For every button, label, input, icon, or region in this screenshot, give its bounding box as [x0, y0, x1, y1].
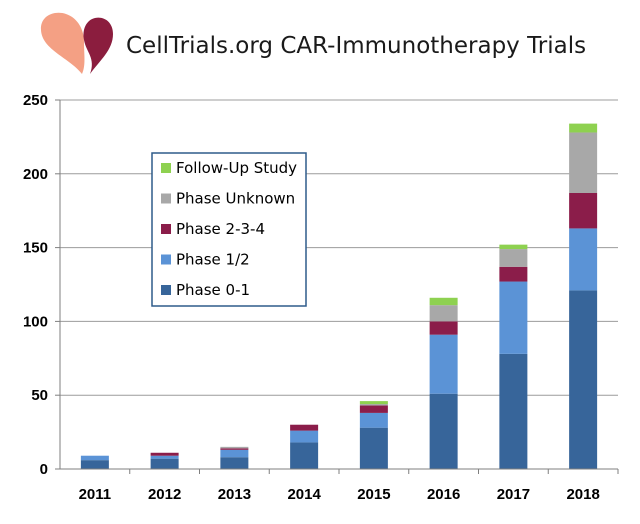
grid [60, 99, 618, 396]
legend-label: Phase 0-1 [176, 281, 250, 299]
bar-2012-phase-1-2 [150, 455, 179, 459]
logo-right-petal [83, 17, 113, 74]
bar-2016-phase-1-2 [429, 334, 458, 394]
x-tick-label: 2017 [497, 486, 530, 503]
x-tick-label: 2011 [79, 486, 112, 503]
x-tick-label: 2016 [427, 486, 460, 503]
legend: Follow-Up Study Phase Unknown Phase 2-3-4 P… [151, 152, 307, 307]
bar-2012-phase-0-1 [150, 458, 179, 469]
bar-2018-phase-1-2 [569, 228, 598, 291]
bar-2013-phase-0-1 [220, 457, 249, 469]
x-tick-label: 2015 [357, 486, 390, 503]
legend-box [151, 152, 307, 307]
bar-2017-phase-2-3-4 [499, 266, 528, 282]
bar-2011-phase-0-1 [80, 460, 109, 469]
bar-2013-phase-2-3-4 [220, 448, 249, 450]
x-tick-label: 2012 [148, 486, 181, 503]
logo-left-petal [40, 12, 85, 74]
x-tick-label: 2018 [566, 486, 599, 503]
bar-2018-phase-unknown [569, 132, 598, 193]
bar-2016-phase-0-1 [429, 393, 458, 469]
bar-2012-phase-2-3-4 [150, 452, 179, 456]
bar-2018-phase-2-3-4 [569, 192, 598, 229]
bar-2017-phase-unknown [499, 249, 528, 267]
legend-label: Follow-Up Study [176, 159, 297, 177]
bar-2013-phase-unknown [220, 446, 249, 449]
bar-2016-phase-unknown [429, 305, 458, 322]
legend-swatch [161, 193, 171, 204]
y-tick-labels: 0 50 100 150 200 250 [23, 92, 60, 478]
bar-2011-phase-1-2 [80, 455, 109, 461]
bar-2015-phase-unknown [359, 404, 388, 406]
bar-2016-phase-2-3-4 [429, 321, 458, 335]
bar-2017-phase-0-1 [499, 353, 528, 469]
y-tick-label: 50 [31, 387, 48, 404]
legend-label: Phase 1/2 [176, 251, 250, 269]
legend-swatch [161, 163, 171, 173]
bar-2016-follow-up-study [429, 297, 458, 306]
y-tick-label: 200 [23, 166, 48, 183]
bar-2014-phase-2-3-4 [290, 424, 319, 431]
bar-2015-phase-1-2 [359, 412, 388, 428]
bar-2018-follow-up-study [569, 123, 598, 133]
legend-label: Phase Unknown [176, 190, 295, 208]
legend-label: Phase 2-3-4 [176, 220, 265, 238]
axes [59, 100, 618, 470]
legend-swatch [161, 254, 171, 265]
bar-2015-follow-up-study [359, 401, 388, 405]
legend-swatch [161, 224, 171, 234]
bar-2013-phase-1-2 [220, 449, 249, 458]
bar-2015-phase-2-3-4 [359, 405, 388, 413]
x-tick-labels: 2011 2012 2013 2014 2015 2016 2017 2018 [79, 469, 619, 503]
y-tick-label: 0 [40, 461, 48, 478]
celltrials-logo [40, 12, 113, 74]
bar-2014-phase-1-2 [290, 430, 319, 443]
legend-swatch [161, 285, 171, 295]
x-tick-label: 2014 [287, 486, 321, 503]
bar-2017-follow-up-study [499, 244, 528, 250]
y-tick-label: 250 [23, 92, 48, 109]
bar-2015-phase-0-1 [359, 427, 388, 469]
y-tick-label: 150 [23, 240, 48, 257]
bar-2017-phase-1-2 [499, 281, 528, 354]
bar-2014-phase-0-1 [290, 442, 319, 469]
y-tick-label: 100 [23, 313, 48, 330]
bars [80, 123, 598, 469]
x-tick-label: 2013 [218, 486, 251, 503]
bar-2018-phase-0-1 [569, 290, 598, 469]
chart-title: CellTrials.org CAR-Immunotherapy Trials [126, 33, 586, 59]
